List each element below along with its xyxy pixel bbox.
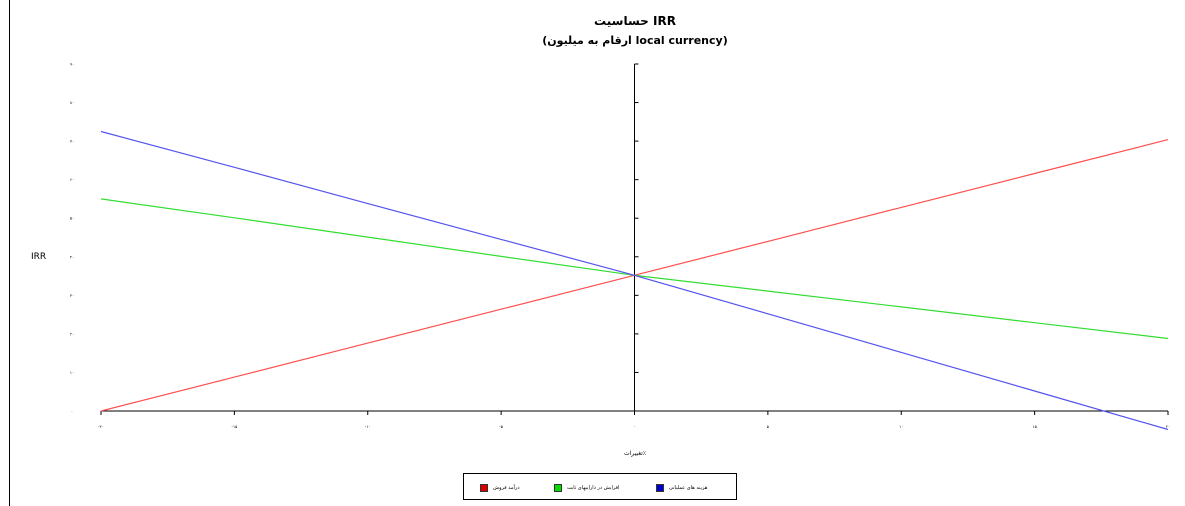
x-tick-label: -۱۵ [232,424,238,429]
legend-swatch-operating-costs [656,483,664,492]
legend-label-sales: درآمد فروش [493,484,520,491]
x-tick-label: ۵ [767,424,769,429]
y-tick-label: ۸۰ [70,100,74,105]
chart-subtitle: (ارقام به میلیون local currency) [542,34,728,47]
x-tick-label: ۱۵ [1032,424,1036,429]
chart-title: حساسیت IRR [594,14,676,28]
x-axis-label: تغییرات٪ [623,450,647,457]
x-tick-label: -۲۰ [98,424,104,429]
chart-legend: درآمد فروش افزایش در داراییهای ثابت هزین… [463,473,737,500]
legend-item-fixed-assets: افزایش در داراییهای ثابت [554,483,624,492]
y-tick-label: ۷۰ [70,139,74,144]
x-tick-label: -۱۰ [365,424,371,429]
legend-swatch-sales [480,483,488,492]
y-tick-label: ۵۰ [70,216,74,221]
x-tick-label: -۵ [499,424,503,429]
x-tick-label: ۲۰ [1166,424,1170,429]
y-tick-label: ۴۰ [70,254,74,259]
chart-frame-left-border [9,0,10,506]
y-tick-label: ۱۰ [70,370,74,375]
y-tick-label: ۶۰ [70,177,74,182]
y-tick-label: ۲۰ [70,331,74,336]
y-tick-label: ۹۰ [70,62,74,67]
series-line-operating-costs [100,130,1169,431]
legend-swatch-fixed-assets [554,483,562,492]
x-tick-label: ۰ [633,424,635,429]
y-axis-label: IRR [31,252,47,262]
y-tick-label: ۳۰ [70,293,74,298]
legend-label-fixed-assets: افزایش در داراییهای ثابت [567,484,620,491]
y-tick-label: ۰ [71,409,73,414]
legend-label-operating-costs: هزینه های عملیاتی [669,484,708,491]
legend-item-operating-costs: هزینه های عملیاتی [656,483,712,492]
legend-item-sales: درآمد فروش [480,483,525,492]
x-tick-label: ۱۰ [899,424,903,429]
